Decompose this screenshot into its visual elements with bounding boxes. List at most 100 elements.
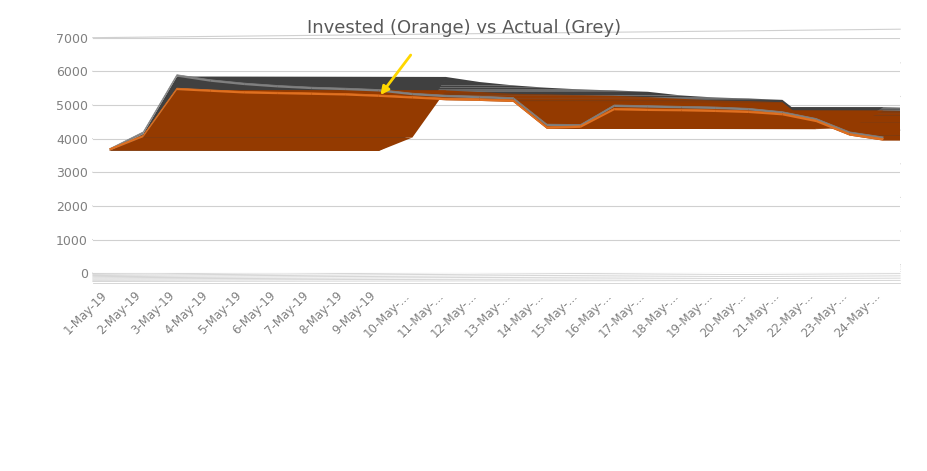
Polygon shape	[546, 124, 580, 127]
Polygon shape	[412, 93, 446, 97]
Polygon shape	[378, 95, 412, 98]
Polygon shape	[849, 136, 927, 141]
Polygon shape	[244, 91, 277, 94]
Polygon shape	[781, 114, 815, 122]
Polygon shape	[580, 108, 614, 128]
Polygon shape	[378, 89, 412, 95]
Polygon shape	[614, 108, 647, 111]
Polygon shape	[513, 100, 546, 129]
Polygon shape	[815, 118, 849, 134]
Polygon shape	[815, 121, 927, 134]
Polygon shape	[513, 102, 815, 129]
Polygon shape	[277, 92, 311, 95]
Polygon shape	[479, 98, 781, 100]
Text: 15-May-...: 15-May-...	[529, 289, 580, 340]
Polygon shape	[781, 115, 927, 122]
Polygon shape	[680, 111, 927, 112]
Polygon shape	[849, 132, 883, 139]
Polygon shape	[143, 90, 446, 138]
Polygon shape	[412, 98, 715, 100]
Text: 18-May-...: 18-May-...	[630, 289, 680, 340]
Polygon shape	[849, 134, 927, 139]
Polygon shape	[244, 83, 277, 88]
Polygon shape	[311, 93, 345, 96]
Polygon shape	[715, 109, 927, 111]
Polygon shape	[109, 137, 412, 151]
Text: Invested (Orange) vs Actual (Grey): Invested (Orange) vs Actual (Grey)	[307, 19, 620, 37]
Text: 2-May-19: 2-May-19	[95, 289, 143, 337]
Polygon shape	[614, 110, 916, 111]
Polygon shape	[277, 94, 580, 95]
Text: 14-May-...: 14-May-...	[495, 289, 546, 340]
Polygon shape	[210, 82, 513, 85]
Polygon shape	[815, 120, 849, 136]
Polygon shape	[244, 85, 546, 88]
Polygon shape	[748, 108, 781, 114]
Polygon shape	[781, 114, 927, 121]
Text: 8-May-19: 8-May-19	[297, 289, 345, 337]
Polygon shape	[546, 126, 580, 129]
Polygon shape	[479, 99, 513, 102]
Polygon shape	[815, 122, 927, 136]
Polygon shape	[715, 112, 927, 114]
Polygon shape	[109, 132, 143, 151]
Polygon shape	[446, 95, 479, 98]
Polygon shape	[345, 88, 378, 91]
Polygon shape	[647, 108, 927, 109]
Text: 22-May-...: 22-May-...	[764, 289, 815, 340]
Text: 4-May-19: 4-May-19	[162, 289, 210, 337]
Text: 7-May-19: 7-May-19	[263, 289, 311, 337]
Polygon shape	[715, 107, 748, 110]
Text: 11-May-...: 11-May-...	[395, 289, 446, 340]
Polygon shape	[345, 96, 647, 97]
Text: 6-May-19: 6-May-19	[229, 289, 277, 337]
Polygon shape	[479, 96, 513, 99]
Text: 16-May-...: 16-May-...	[563, 289, 614, 340]
Polygon shape	[680, 109, 715, 112]
Polygon shape	[446, 98, 479, 101]
Text: 19-May-...: 19-May-...	[664, 289, 715, 340]
Polygon shape	[109, 135, 143, 151]
Polygon shape	[378, 97, 680, 99]
Text: 12-May-...: 12-May-...	[428, 289, 479, 340]
Polygon shape	[177, 77, 479, 82]
Polygon shape	[647, 106, 680, 108]
Polygon shape	[143, 77, 446, 134]
Text: 9-May-19: 9-May-19	[330, 289, 378, 337]
Text: 23-May-...: 23-May-...	[798, 289, 849, 340]
Polygon shape	[614, 105, 647, 108]
Polygon shape	[412, 95, 715, 97]
Text: 5-May-19: 5-May-19	[196, 289, 244, 337]
Text: 24-May-...: 24-May-...	[832, 289, 883, 340]
Polygon shape	[143, 75, 177, 134]
Polygon shape	[109, 134, 412, 151]
Text: 13-May-...: 13-May-...	[462, 289, 513, 340]
Polygon shape	[715, 110, 748, 113]
Polygon shape	[446, 100, 748, 101]
Polygon shape	[345, 90, 647, 92]
Polygon shape	[143, 88, 177, 137]
Polygon shape	[580, 110, 883, 128]
Text: 21-May-...: 21-May-...	[730, 289, 781, 340]
Polygon shape	[849, 134, 883, 141]
Text: 1-May-19: 1-May-19	[61, 289, 109, 337]
Text: 17-May-...: 17-May-...	[596, 289, 647, 340]
Polygon shape	[210, 90, 244, 94]
Polygon shape	[580, 105, 614, 127]
Polygon shape	[177, 88, 210, 92]
Polygon shape	[513, 99, 815, 126]
Polygon shape	[479, 101, 781, 102]
Polygon shape	[244, 94, 546, 95]
Polygon shape	[781, 112, 815, 121]
Text: 20-May-...: 20-May-...	[697, 289, 748, 340]
Polygon shape	[277, 85, 311, 89]
Polygon shape	[748, 111, 781, 115]
Polygon shape	[277, 88, 580, 89]
Polygon shape	[680, 106, 715, 109]
Polygon shape	[546, 128, 849, 129]
Polygon shape	[210, 92, 513, 94]
Polygon shape	[311, 87, 345, 90]
Polygon shape	[311, 89, 614, 90]
Polygon shape	[311, 95, 614, 96]
Polygon shape	[210, 80, 244, 85]
